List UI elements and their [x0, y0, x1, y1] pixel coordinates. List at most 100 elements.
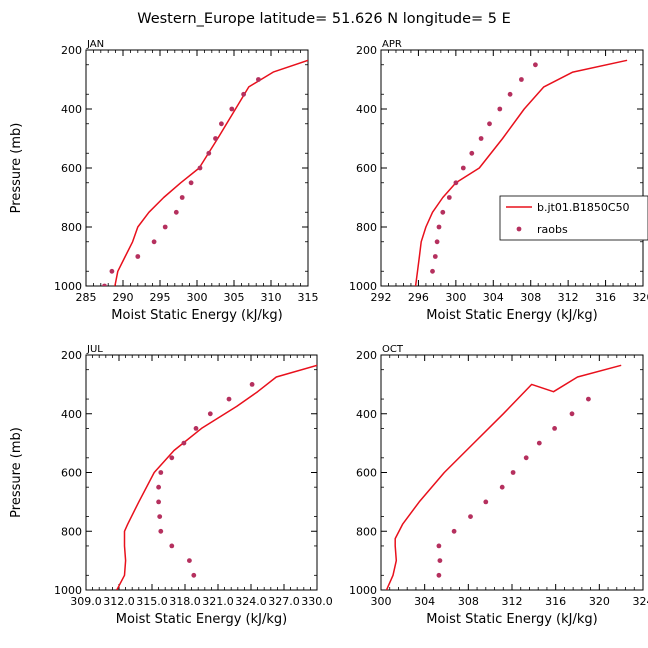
- raob-point: [187, 558, 192, 563]
- x-tick-label: 320: [589, 595, 610, 608]
- raob-point: [102, 283, 107, 286]
- y-tick-label: 400: [61, 408, 82, 421]
- raob-point: [151, 239, 157, 245]
- x-tick-label: 309.0: [70, 595, 102, 608]
- y-tick-label: 200: [356, 349, 377, 362]
- y-tick-label: 200: [61, 44, 82, 57]
- x-tick-label: 321.0: [202, 595, 234, 608]
- x-tick-label: 312: [502, 595, 523, 608]
- y-tick-label: 400: [61, 103, 82, 116]
- panel-label: OCT: [382, 344, 404, 355]
- x-tick-label: 310: [261, 291, 282, 304]
- panel-jul: JUL 309.0 312.0 315.0 318.0 321.0 324.0 327.0 33…: [9, 344, 333, 627]
- x-tick-label: 316: [595, 291, 616, 304]
- x-tick-label: 320: [633, 291, 648, 304]
- raob-point: [193, 426, 199, 431]
- x-axis-title: Moist Static Energy (kJ/kg): [426, 308, 597, 323]
- raob-point: [451, 528, 457, 534]
- x-tick-label: 295: [150, 291, 171, 304]
- x-tick-label: 308: [458, 595, 479, 608]
- raob-point: [188, 180, 194, 186]
- x-tick-label: 285: [76, 291, 97, 304]
- raob-point: [552, 426, 557, 431]
- panel-label: JUL: [86, 344, 103, 355]
- raob-point: [226, 396, 232, 402]
- raob-point: [586, 396, 591, 402]
- raob-point: [162, 224, 168, 230]
- y-tick-label: 800: [61, 525, 82, 538]
- x-tick-label: 300: [187, 291, 208, 304]
- x-tick-label: 324: [633, 595, 648, 608]
- y-tick-label: 800: [356, 221, 377, 234]
- raob-point: [434, 239, 440, 245]
- model-profile-line: [114, 59, 308, 286]
- y-axis-title: Pressure (mb): [9, 427, 24, 518]
- y-tick-label: 600: [61, 162, 82, 175]
- x-tick-label: 290: [113, 291, 134, 304]
- raob-point: [179, 195, 185, 200]
- x-axis-title: Moist Static Energy (kJ/kg): [116, 612, 287, 627]
- raob-point: [519, 77, 524, 82]
- figure-title: Western_Europe latitude= 51.626 N longit…: [137, 11, 511, 27]
- y-tick-label: 200: [61, 349, 82, 362]
- raob-point: [158, 470, 164, 475]
- raob-point: [533, 62, 538, 68]
- raob-point: [437, 558, 443, 563]
- legend: b.jt01.B1850C50 raobs: [499, 195, 648, 241]
- raob-point: [256, 77, 261, 82]
- raob-point: [135, 254, 141, 259]
- x-tick-label: 300: [371, 595, 392, 608]
- y-tick-label: 200: [356, 44, 377, 57]
- plot-data: [385, 364, 622, 590]
- x-tick-label: 324.0: [235, 595, 267, 608]
- raob-point: [440, 209, 446, 215]
- raob-point: [213, 136, 218, 141]
- raob-point: [156, 499, 162, 505]
- raob-point: [487, 121, 492, 127]
- raob-point: [507, 91, 513, 97]
- y-tick-label: 1000: [54, 584, 82, 597]
- raob-point: [181, 440, 187, 446]
- x-tick-label: 296: [408, 291, 429, 304]
- model-profile-line: [414, 59, 628, 286]
- model-profile-line: [385, 364, 622, 590]
- raob-point: [469, 150, 475, 156]
- y-tick-label: 400: [356, 103, 377, 116]
- plot-data: [116, 364, 317, 590]
- raob-point: [158, 528, 164, 534]
- raob-point: [191, 572, 197, 578]
- y-tick-label: 1000: [349, 280, 377, 293]
- raob-point: [432, 254, 438, 259]
- x-tick-label: 327.0: [268, 595, 300, 608]
- raob-point: [478, 136, 484, 141]
- x-tick-label: 318.0: [169, 595, 201, 608]
- raob-point: [157, 514, 163, 519]
- x-tick-label: 305: [224, 291, 245, 304]
- model-profile-line: [116, 364, 317, 590]
- raob-point: [173, 209, 179, 215]
- raob-point: [499, 484, 505, 490]
- legend-marker-swatch: [516, 226, 522, 232]
- raob-point: [497, 106, 503, 112]
- raob-point: [510, 470, 516, 475]
- x-axis-title: Moist Static Energy (kJ/kg): [111, 308, 282, 323]
- raob-point: [460, 165, 466, 171]
- legend-label-obs: raobs: [537, 223, 568, 236]
- panel-jan: JAN 285 290 295 300 305 310 315 200 400 600 800 1000…: [9, 39, 319, 323]
- x-tick-label: 304: [483, 291, 504, 304]
- x-tick-label: 312: [558, 291, 579, 304]
- y-tick-label: 600: [356, 467, 377, 480]
- raob-point: [109, 268, 115, 274]
- raob-point: [430, 268, 435, 274]
- raob-point: [536, 440, 542, 446]
- raob-point: [523, 455, 529, 461]
- panels: JAN 285 290 295 300 305 310 315 200 400 600 800 1000…: [9, 39, 648, 627]
- x-tick-label: 315.0: [136, 595, 168, 608]
- x-tick-label: 330.0: [301, 595, 333, 608]
- panel-label: APR: [382, 39, 402, 50]
- x-tick-label: 308: [520, 291, 541, 304]
- raob-point: [219, 121, 224, 127]
- x-tick-label: 316: [545, 595, 566, 608]
- x-tick-label: 300: [445, 291, 466, 304]
